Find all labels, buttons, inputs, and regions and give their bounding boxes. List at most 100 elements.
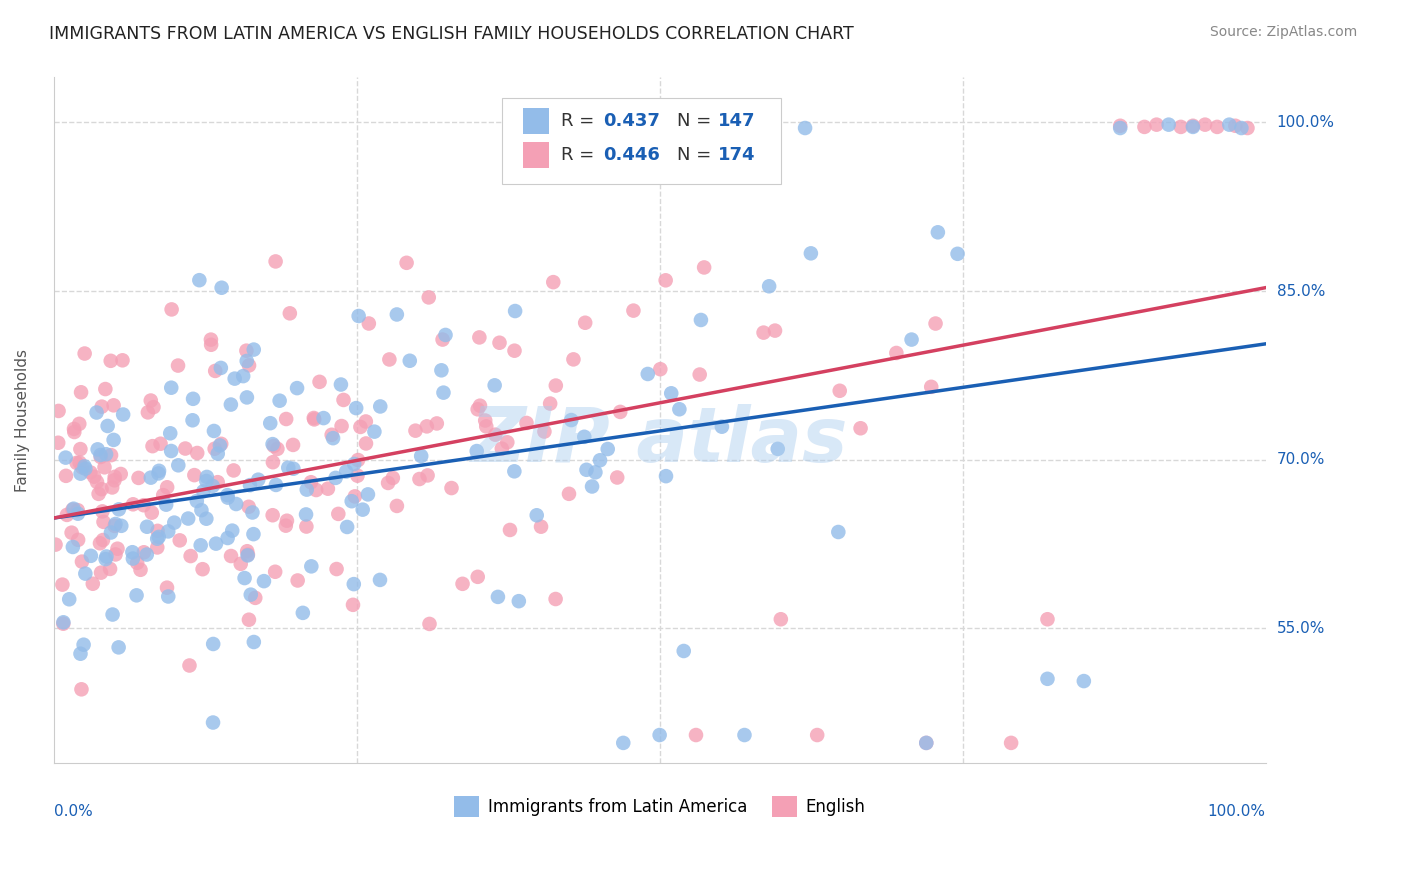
Point: [1225, 119, 1247, 133]
Point: [347, 309, 370, 323]
Point: [325, 562, 347, 576]
Point: [179, 658, 201, 673]
Point: [574, 430, 596, 444]
Point: [103, 433, 125, 447]
Point: [94, 552, 117, 566]
Point: [44, 538, 66, 552]
Point: [94, 447, 117, 461]
Point: [188, 273, 211, 287]
Point: [125, 588, 148, 602]
Point: [236, 549, 259, 563]
Point: [274, 518, 297, 533]
Point: [285, 381, 308, 395]
Point: [468, 330, 491, 344]
Point: [295, 519, 318, 533]
Bar: [523, 108, 550, 134]
Point: [1000, 736, 1022, 750]
Point: [101, 607, 124, 622]
Bar: [523, 142, 550, 168]
Point: [900, 333, 922, 347]
Point: [51, 577, 73, 591]
Point: [434, 328, 457, 343]
Point: [343, 577, 366, 591]
Point: [562, 352, 585, 367]
Point: [335, 465, 357, 479]
Point: [160, 302, 183, 317]
Point: [465, 444, 488, 458]
Point: [430, 363, 453, 377]
Point: [174, 442, 197, 456]
Point: [146, 541, 169, 555]
Point: [204, 442, 226, 456]
Point: [136, 405, 159, 419]
Point: [70, 460, 93, 475]
Point: [408, 472, 430, 486]
Point: [160, 444, 183, 458]
Point: [217, 488, 239, 502]
Point: [886, 346, 908, 360]
Point: [148, 467, 170, 481]
Point: [416, 419, 439, 434]
Point: [426, 417, 449, 431]
Point: [209, 437, 232, 451]
Point: [186, 446, 208, 460]
Point: [1157, 118, 1180, 132]
Point: [924, 317, 946, 331]
Text: IMMIGRANTS FROM LATIN AMERICA VS ENGLISH FAMILY HOUSEHOLDS CORRELATION CHART: IMMIGRANTS FROM LATIN AMERICA VS ENGLISH…: [49, 25, 853, 43]
Point: [91, 504, 114, 518]
Point: [69, 456, 91, 470]
Point: [1206, 120, 1229, 134]
Point: [132, 545, 155, 559]
Point: [418, 616, 440, 631]
Point: [204, 364, 226, 378]
Point: [239, 478, 262, 492]
Point: [107, 640, 129, 655]
Point: [186, 494, 208, 508]
Point: [475, 419, 498, 434]
Point: [575, 463, 598, 477]
Point: [486, 590, 509, 604]
Point: [623, 303, 645, 318]
Point: [276, 412, 298, 426]
Point: [468, 399, 491, 413]
Point: [927, 225, 949, 239]
Point: [763, 324, 786, 338]
Point: [108, 502, 131, 516]
Point: [574, 316, 596, 330]
Point: [1194, 118, 1216, 132]
Point: [467, 402, 489, 417]
Point: [336, 520, 359, 534]
Point: [207, 447, 229, 461]
Point: [544, 592, 567, 607]
Point: [302, 411, 325, 425]
Point: [758, 279, 780, 293]
Point: [484, 427, 506, 442]
Point: [474, 413, 496, 427]
Point: [583, 465, 606, 479]
Point: [93, 515, 115, 529]
Point: [163, 516, 186, 530]
Point: [180, 549, 202, 563]
Point: [381, 471, 404, 485]
Point: [530, 519, 553, 533]
Point: [295, 508, 318, 522]
Point: [62, 502, 84, 516]
Point: [612, 736, 634, 750]
Text: R =: R =: [561, 112, 600, 129]
Point: [224, 371, 246, 385]
Point: [202, 715, 225, 730]
Point: [148, 464, 170, 478]
Point: [195, 474, 218, 488]
Point: [195, 470, 218, 484]
Text: 100.0%: 100.0%: [1277, 115, 1334, 130]
Point: [86, 475, 108, 489]
Point: [1170, 120, 1192, 134]
Point: [101, 480, 124, 494]
Point: [205, 536, 228, 550]
Point: [235, 343, 257, 358]
Point: [432, 385, 454, 400]
Point: [269, 393, 291, 408]
Point: [75, 566, 97, 581]
Point: [264, 478, 287, 492]
Point: [295, 483, 318, 497]
